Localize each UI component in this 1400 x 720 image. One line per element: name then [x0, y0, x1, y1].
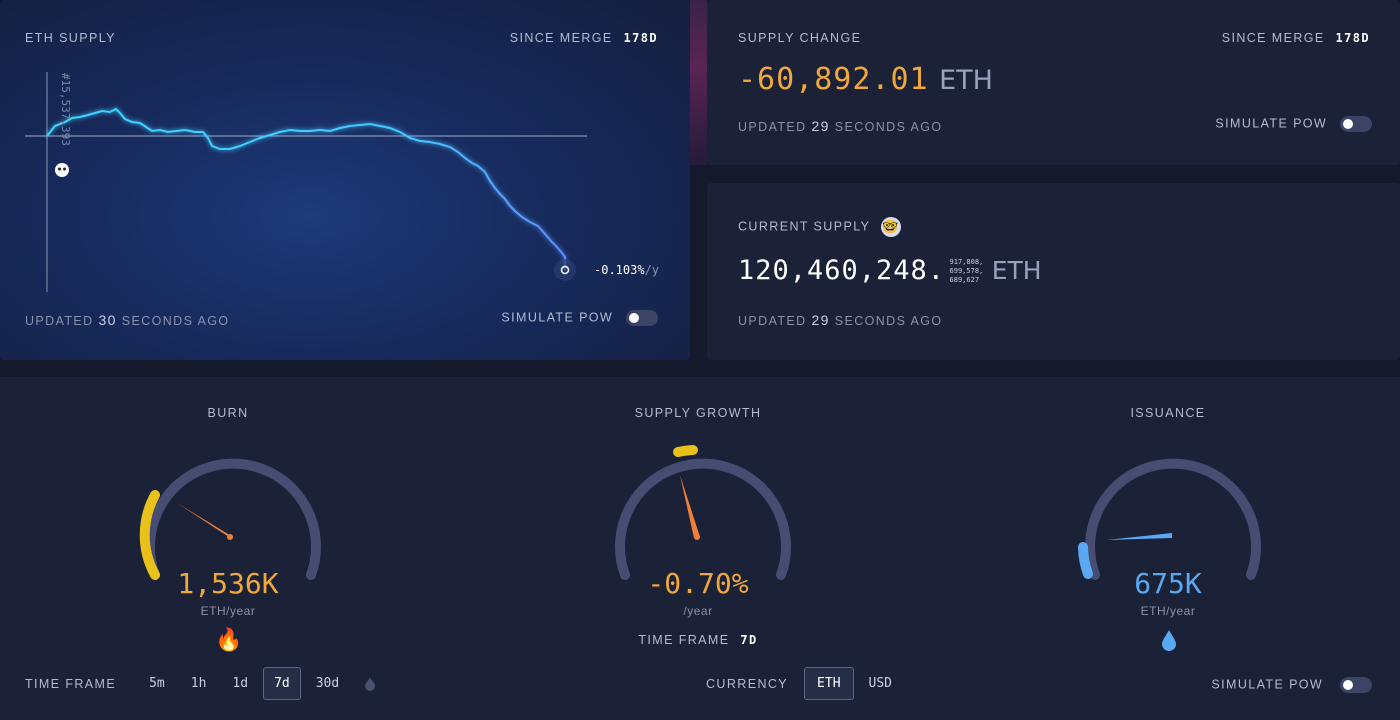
nerd-face-icon: 🤓: [881, 217, 902, 237]
eth-supply-updated: UPDATED 30 SECONDS AGO: [25, 312, 230, 328]
current-supply-updated: UPDATED 29 SECONDS AGO: [738, 312, 943, 328]
issuance-gauge-track: [1085, 458, 1261, 580]
updated-seconds: 30: [98, 312, 117, 328]
eth-supply-simulate: SIMULATE PoW: [501, 310, 658, 326]
supply-chart[interactable]: #15,537,393: [0, 60, 690, 310]
burn-gauge: [139, 458, 321, 580]
supply-growth-gauge-needle: [680, 475, 700, 538]
supply-change-simulate: SIMULATE PoW: [1215, 116, 1372, 132]
timeframe-value: 7d: [740, 633, 758, 647]
updated-suffix: SECONDS AGO: [121, 314, 230, 328]
issuance-title: ISSUANCE: [1130, 406, 1206, 420]
decimals-line-2: 699,578,: [949, 267, 984, 275]
current-supply-title: CURRENT SUPPLY: [738, 219, 871, 234]
decimals-line-3: 689,627: [949, 276, 980, 284]
rate-value: -0.103%: [594, 263, 645, 277]
currency-label: CURRENCY: [706, 676, 789, 691]
issuance-gauge: [1078, 458, 1261, 580]
current-supply-title-row: CURRENT SUPPLY 🤓: [738, 217, 902, 237]
updated-prefix: UPDATED: [738, 120, 807, 134]
current-supply-card: CURRENT SUPPLY 🤓 120,460,248. 917,808, 6…: [707, 183, 1400, 360]
divider-glow: [690, 0, 707, 165]
supply-growth-gauge: [615, 445, 791, 580]
since-merge-value: 178d: [623, 31, 658, 45]
eth-supply-title: ETH SUPPLY: [25, 31, 116, 45]
issuance-gauge-fill: [1078, 542, 1093, 579]
simulate-label: SIMULATE PoW: [1211, 677, 1324, 692]
currency-eth-button[interactable]: ETH: [804, 667, 854, 700]
timeframe-selector-label: TIME FRAME: [25, 676, 117, 691]
updated-suffix: SECONDS AGO: [834, 120, 943, 134]
burn-title: BURN: [207, 406, 249, 420]
burn-value: 1,536K: [177, 567, 279, 600]
issuance-unit: ETH/year: [1140, 604, 1196, 618]
droplet-icon: [1162, 630, 1176, 651]
issuance-gauge-needle: [1106, 533, 1172, 540]
simulate-label: SIMULATE PoW: [501, 310, 614, 325]
simulate-pow-toggle[interactable]: [1340, 677, 1372, 693]
currency-selector: CURRENCY ETH USD: [706, 667, 907, 700]
timeframe-1d[interactable]: 1d: [232, 676, 249, 691]
simulate-pow-toggle[interactable]: [1340, 116, 1372, 132]
current-supply-value: 120,460,248.: [738, 255, 946, 286]
issuance-value: 675K: [1134, 567, 1202, 600]
updated-prefix: UPDATED: [738, 314, 807, 328]
supply-rate: -0.103%/y: [594, 263, 659, 277]
endpoint-halo: [554, 259, 576, 281]
supply-growth-title: SUPPLY GROWTH: [634, 406, 762, 420]
burn-gauge-track: [145, 458, 321, 580]
endpoint-dot: [560, 265, 570, 275]
block-marker: #15,537,393: [59, 73, 72, 146]
merge-icon: [55, 163, 69, 177]
updated-prefix: UPDATED: [25, 314, 94, 328]
supply-change-amount: -60,892.01 ETH: [738, 62, 993, 97]
timeframe-7d[interactable]: 7d: [263, 667, 301, 700]
timeframe-30d[interactable]: 30d: [315, 676, 340, 691]
supply-change-value: -60,892.01: [738, 62, 929, 97]
flame-icon[interactable]: [362, 676, 378, 692]
supply-growth-timeframe: TIME FRAME 7d: [598, 633, 798, 647]
simulate-pow-toggle[interactable]: [626, 310, 658, 326]
eth-supply-card: ETH SUPPLY SINCE MERGE 178d #15,537,393 …: [0, 0, 690, 360]
updated-seconds: 29: [811, 118, 830, 134]
since-merge-label: SINCE MERGE: [1221, 31, 1325, 45]
current-supply-decimals: 917,808, 699,578, 689,627: [950, 258, 984, 285]
since-merge: SINCE MERGE 178d: [1222, 31, 1370, 45]
bottom-simulate: SIMULATE PoW: [1211, 677, 1372, 693]
supply-change-unit: ETH: [939, 65, 993, 96]
updated-suffix: SECONDS AGO: [834, 314, 943, 328]
gauges-panel: BURN 1,536K ETH/year 🔥 SUPPLY GROWTH -0.…: [0, 377, 1400, 720]
timeframe-5m[interactable]: 5m: [149, 676, 165, 691]
current-supply-unit: ETH: [991, 256, 1042, 285]
fire-icon: 🔥: [215, 627, 243, 652]
burn-gauge-fill: [139, 490, 160, 580]
supply-growth-unit: /year: [683, 604, 713, 618]
since-merge-value: 178d: [1335, 31, 1370, 45]
burn-unit: ETH/year: [200, 604, 256, 618]
timeframe-label: TIME FRAME: [638, 633, 730, 647]
timeframe-selector: TIME FRAME 5m 1h 1d 7d 30d: [25, 667, 378, 700]
rate-unit: /y: [644, 263, 660, 277]
supply-line: [46, 107, 566, 270]
current-supply-amount: 120,460,248. 917,808, 699,578, 689,627 E…: [738, 255, 1042, 286]
currency-usd-button[interactable]: USD: [868, 676, 893, 691]
supply-change-title: SUPPLY CHANGE: [738, 31, 862, 45]
supply-change-card: SUPPLY CHANGE SINCE MERGE 178d -60,892.0…: [707, 0, 1400, 165]
supply-growth-gauge-track: [615, 458, 791, 580]
since-merge-label: SINCE MERGE: [509, 31, 613, 45]
timeframe-1h[interactable]: 1h: [190, 676, 207, 691]
supply-growth-gauge-fill: [673, 445, 698, 457]
updated-seconds: 29: [811, 312, 830, 328]
supply-change-updated: UPDATED 29 SECONDS AGO: [738, 118, 943, 134]
burn-gauge-needle: [177, 503, 232, 539]
supply-growth-value: -0.70%: [647, 567, 749, 600]
decimals-line-1: 917,808,: [949, 258, 984, 266]
since-merge: SINCE MERGE 178d: [510, 31, 658, 45]
simulate-label: SIMULATE PoW: [1215, 116, 1328, 131]
